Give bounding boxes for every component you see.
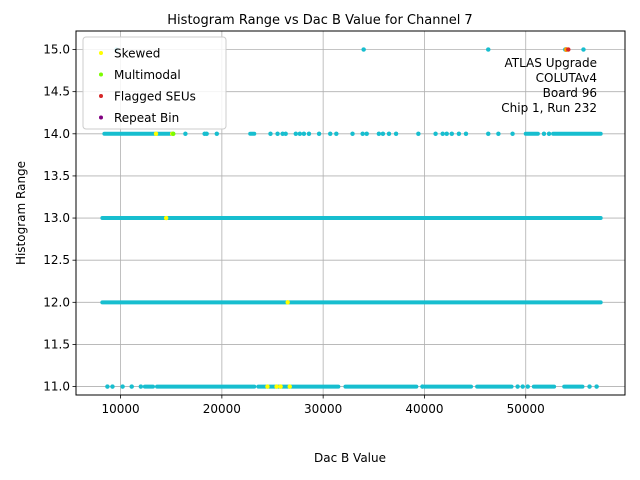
data-point bbox=[129, 384, 134, 389]
data-point bbox=[293, 131, 299, 137]
flag-point-flagged-seus bbox=[566, 47, 571, 52]
plot-area-frame bbox=[75, 30, 626, 396]
y-tick-label: 11.5 bbox=[43, 337, 70, 351]
legend-label: Skewed bbox=[114, 47, 160, 61]
flag-point-skewed bbox=[265, 384, 270, 389]
legend-marker bbox=[99, 51, 103, 55]
legend-marker bbox=[99, 72, 103, 77]
data-point bbox=[275, 131, 280, 137]
data-point bbox=[546, 131, 552, 137]
x-tick-label: 40000 bbox=[405, 402, 443, 416]
data-point bbox=[183, 131, 188, 137]
data-point bbox=[496, 131, 501, 137]
data-point bbox=[283, 131, 288, 137]
data-point bbox=[433, 131, 438, 137]
data-point bbox=[297, 131, 303, 137]
legend: Skewed Multimodal Flagged SEUs Repeat Bin bbox=[82, 36, 227, 130]
y-tick-label: 12.0 bbox=[43, 295, 70, 309]
data-point bbox=[138, 384, 144, 389]
data-point bbox=[301, 131, 307, 137]
axis-ticks: 10000 20000 30000 40000 50000 11.0 11.5 12.0 12.… bbox=[43, 43, 545, 416]
flag-point-skewed bbox=[163, 215, 169, 221]
y-tick-label: 11.0 bbox=[43, 380, 70, 394]
data-point bbox=[327, 131, 333, 137]
data-point bbox=[420, 384, 425, 389]
flag-point-multimodal bbox=[170, 131, 176, 137]
chart-title: Histogram Range vs Dac B Value for Chann… bbox=[167, 13, 472, 28]
data-point bbox=[110, 384, 115, 389]
x-tick-label: 50000 bbox=[507, 402, 545, 416]
flag-point-skewed bbox=[153, 131, 159, 137]
data-point bbox=[350, 131, 355, 137]
data-point bbox=[386, 131, 392, 137]
data-point bbox=[361, 47, 366, 52]
data-point bbox=[463, 131, 469, 137]
data-point bbox=[360, 131, 365, 137]
data-point bbox=[364, 131, 369, 137]
flag-point-skewed bbox=[278, 384, 283, 389]
data-point bbox=[541, 131, 547, 137]
data-point bbox=[594, 384, 599, 389]
data-point bbox=[449, 131, 455, 137]
legend-label: Repeat Bin bbox=[114, 111, 179, 125]
data-point bbox=[316, 131, 322, 137]
data-point bbox=[334, 131, 339, 137]
data-points bbox=[100, 47, 603, 389]
x-tick-label: 10000 bbox=[101, 402, 139, 416]
y-tick-label: 13.5 bbox=[43, 169, 70, 183]
y-tick-label: 14.5 bbox=[43, 85, 70, 99]
data-point bbox=[376, 131, 382, 137]
flag-point-skewed bbox=[287, 384, 292, 389]
y-tick-label: 14.0 bbox=[43, 127, 70, 141]
data-point bbox=[306, 131, 312, 137]
x-tick-label: 20000 bbox=[203, 402, 241, 416]
annotation-line: Chip 1, Run 232 bbox=[501, 101, 597, 115]
y-tick-label: 12.5 bbox=[43, 253, 70, 267]
data-point bbox=[416, 131, 421, 137]
x-tick-label: 30000 bbox=[304, 402, 342, 416]
flag-point-skewed bbox=[285, 300, 290, 305]
data-point bbox=[268, 131, 273, 137]
data-point bbox=[456, 131, 462, 137]
legend-marker bbox=[99, 115, 103, 120]
data-point bbox=[510, 131, 515, 137]
data-point bbox=[486, 131, 491, 137]
flag-point-skewed bbox=[274, 384, 279, 389]
annotation-line: COLUTAv4 bbox=[536, 71, 597, 85]
y-axis-label: Histogram Range bbox=[14, 161, 28, 265]
y-tick-label: 13.0 bbox=[43, 211, 70, 225]
data-point bbox=[214, 131, 220, 137]
data-point bbox=[120, 384, 125, 389]
data-point bbox=[525, 384, 531, 389]
legend-box bbox=[82, 36, 227, 130]
legend-label: Multimodal bbox=[114, 68, 181, 82]
y-tick-label: 15.0 bbox=[43, 43, 70, 57]
annotation-line: ATLAS Upgrade bbox=[504, 56, 597, 70]
data-point bbox=[380, 131, 386, 137]
annotation-line: Board 96 bbox=[543, 86, 597, 100]
data-point bbox=[393, 131, 399, 137]
data-point bbox=[204, 131, 209, 137]
data-point bbox=[581, 47, 586, 52]
data-point bbox=[440, 131, 445, 137]
data-point bbox=[515, 384, 520, 389]
legend-label: Flagged SEUs bbox=[114, 90, 196, 104]
data-point bbox=[587, 384, 592, 389]
data-point bbox=[444, 131, 449, 137]
data-point bbox=[520, 384, 525, 389]
data-point bbox=[486, 47, 491, 52]
x-axis-label: Dac B Value bbox=[314, 451, 386, 465]
data-point bbox=[105, 384, 110, 389]
legend-marker bbox=[99, 94, 103, 98]
